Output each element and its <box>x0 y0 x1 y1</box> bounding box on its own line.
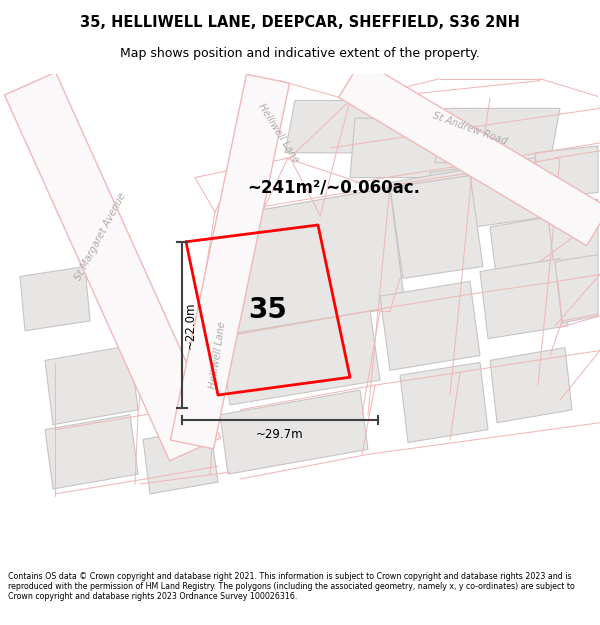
Polygon shape <box>220 311 380 405</box>
Polygon shape <box>350 118 470 178</box>
Polygon shape <box>435 108 560 162</box>
Polygon shape <box>540 199 598 264</box>
Text: 35: 35 <box>248 296 287 324</box>
Polygon shape <box>20 266 90 331</box>
Polygon shape <box>535 146 598 199</box>
Polygon shape <box>430 158 545 232</box>
Polygon shape <box>220 390 368 474</box>
Text: St Margaret Avenue: St Margaret Avenue <box>73 191 127 282</box>
Text: St Andrew Road: St Andrew Road <box>431 110 509 146</box>
Polygon shape <box>390 176 483 278</box>
Polygon shape <box>170 74 290 449</box>
Polygon shape <box>380 281 480 371</box>
Polygon shape <box>4 72 221 461</box>
Polygon shape <box>390 169 475 245</box>
Text: ~22.0m: ~22.0m <box>184 301 197 349</box>
Text: Helliwell Lane: Helliwell Lane <box>256 102 300 164</box>
Text: Helliwell Lane: Helliwell Lane <box>208 321 227 390</box>
Polygon shape <box>480 259 568 339</box>
Polygon shape <box>220 188 405 334</box>
Polygon shape <box>555 254 598 323</box>
Polygon shape <box>490 348 572 423</box>
Text: 35, HELLIWELL LANE, DEEPCAR, SHEFFIELD, S36 2NH: 35, HELLIWELL LANE, DEEPCAR, SHEFFIELD, … <box>80 14 520 29</box>
Text: Map shows position and indicative extent of the property.: Map shows position and indicative extent… <box>120 47 480 59</box>
Polygon shape <box>338 60 600 246</box>
Text: ~29.7m: ~29.7m <box>256 428 304 441</box>
Polygon shape <box>490 217 556 291</box>
Text: Contains OS data © Crown copyright and database right 2021. This information is : Contains OS data © Crown copyright and d… <box>8 572 575 601</box>
Polygon shape <box>45 415 138 489</box>
Polygon shape <box>285 101 380 153</box>
Text: ~241m²/~0.060ac.: ~241m²/~0.060ac. <box>247 178 420 196</box>
Polygon shape <box>143 427 218 494</box>
Polygon shape <box>400 362 488 442</box>
Polygon shape <box>45 346 138 424</box>
